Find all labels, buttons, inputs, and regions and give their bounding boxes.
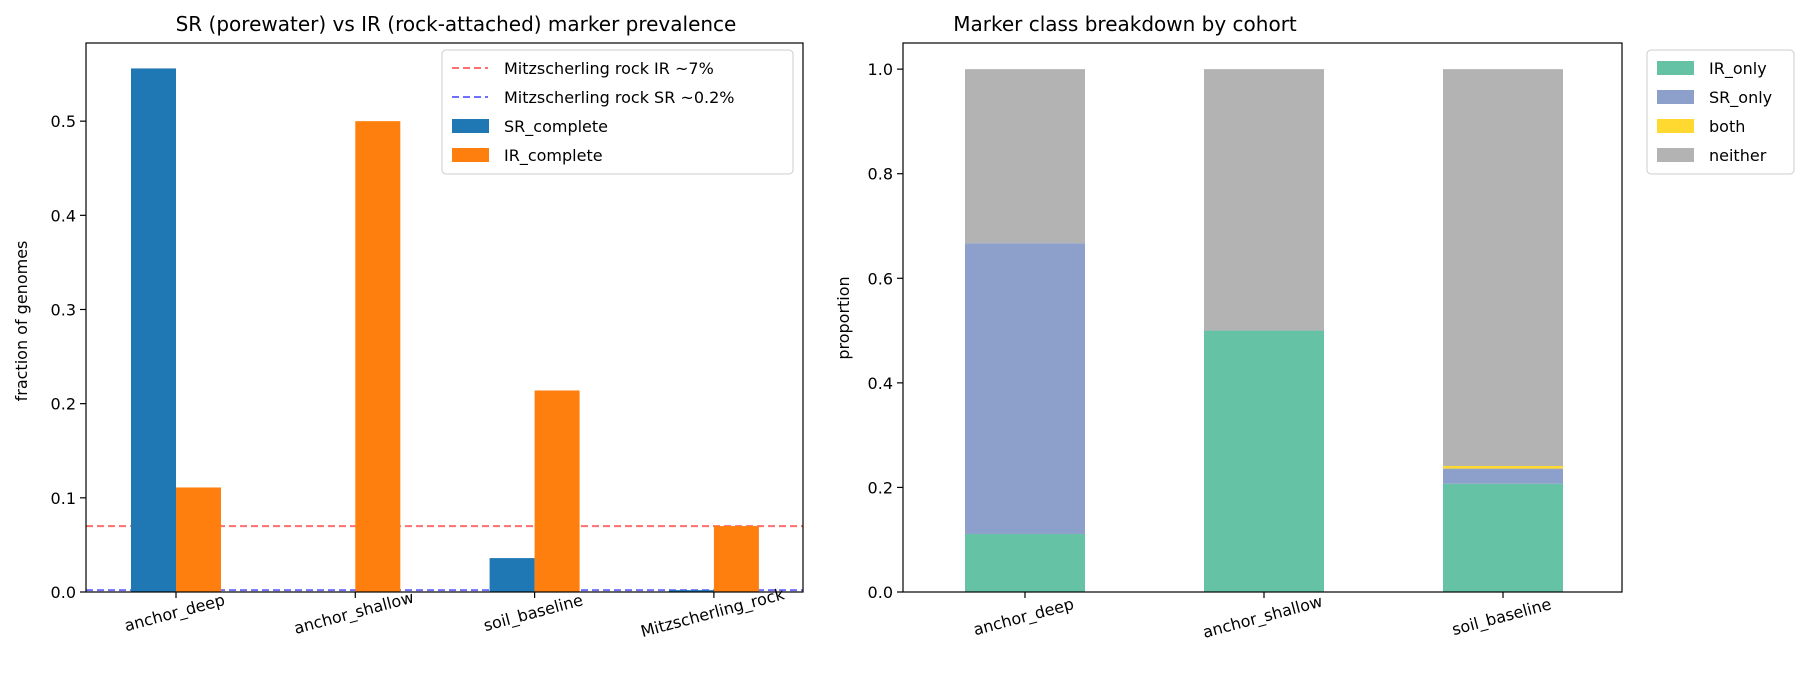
chart2-legend-swatch-both (1657, 119, 1694, 133)
chart1-bar-IR_complete-Mitzscherling_rock (713, 526, 759, 592)
chart1-x-tick-label: anchor_deep (122, 590, 227, 636)
chart1-y-tick-label: 0.4 (51, 206, 76, 225)
chart2-y-tick-label: 0.4 (868, 374, 893, 393)
chart1-bar-IR_complete-soil_baseline (534, 390, 580, 592)
chart1-x-tick-label: anchor_shallow (292, 588, 416, 639)
chart1-y-tick-label: 0.0 (51, 583, 76, 602)
chart2-legend-label-IR_only: IR_only (1709, 59, 1767, 79)
chart1-bar-SR_complete-soil_baseline (489, 558, 535, 592)
chart2-y-tick-label: 0.0 (868, 583, 893, 602)
chart2-x-tick-label: anchor_shallow (1201, 592, 1325, 643)
chart2-plot-frame (902, 42, 1623, 593)
chart1-bars (131, 68, 759, 593)
chart1-bar-IR_complete-anchor_deep (176, 487, 221, 592)
chart1-bar-IR_complete-anchor_shallow (355, 121, 401, 593)
chart2-x-tick-label: anchor_deep (971, 594, 1076, 640)
chart1-x-tick-label: soil_baseline (481, 590, 585, 636)
chart1-legend-box (441, 49, 794, 175)
chart2-bar-both-soil_baseline (1443, 465, 1563, 469)
chart1-legend-label-IR_complete: IR_complete (504, 146, 603, 166)
chart1-legend-swatch-SR_complete (452, 119, 489, 133)
chart2-legend-label-neither: neither (1709, 146, 1767, 165)
chart2-y-tick-label: 0.6 (868, 269, 893, 288)
chart1-y-tick-label: 0.1 (51, 489, 76, 508)
chart2-legend-label-both: both (1709, 117, 1745, 136)
prevalence-chart: SR (porewater) vs IR (rock-attached) mar… (12, 12, 804, 642)
chart1-y-tick-label: 0.2 (51, 395, 76, 414)
chart1-bar-SR_complete-Mitzscherling_rock (668, 590, 714, 592)
chart2-title: Marker class breakdown by cohort (953, 12, 1297, 36)
breakdown-chart: Marker class breakdown by cohort proport… (834, 12, 1795, 643)
chart2-y-tick-label: 0.2 (868, 478, 893, 497)
chart1-x-tick-label: Mitzscherling_rock (639, 584, 788, 642)
chart2-bar-IR_only-anchor_shallow (1204, 330, 1324, 592)
chart2-bar-neither-anchor_deep (965, 69, 1085, 244)
chart2-bar-SR_only-soil_baseline (1443, 468, 1563, 484)
chart1-y-tick-label: 0.3 (51, 300, 76, 319)
chart2-legend-box (1646, 49, 1795, 175)
chart1-title: SR (porewater) vs IR (rock-attached) mar… (176, 12, 737, 36)
chart2-legend-swatch-neither (1657, 148, 1694, 162)
chart1-legend-label-ref-1: Mitzscherling rock SR ~0.2% (504, 88, 734, 107)
chart2-bar-IR_only-soil_baseline (1443, 483, 1563, 592)
chart2-x-tick-label: soil_baseline (1450, 594, 1554, 640)
chart1-legend: Mitzscherling rock IR ~7% Mitzscherling r… (441, 49, 794, 175)
chart2-bars (965, 69, 1563, 592)
chart1-bar-SR_complete-anchor_deep (131, 68, 176, 592)
chart2-y-tick-label: 1.0 (868, 60, 893, 79)
chart2-legend-swatch-IR_only (1657, 61, 1694, 75)
chart1-legend-label-ref-0: Mitzscherling rock IR ~7% (504, 59, 714, 78)
chart1-y-tick-label: 0.5 (51, 112, 76, 131)
chart2-bar-neither-anchor_shallow (1204, 69, 1324, 331)
chart1-y-axis-label: fraction of genomes (12, 241, 31, 402)
chart2-legend-label-SR_only: SR_only (1709, 88, 1772, 108)
chart2-bar-SR_only-anchor_deep (965, 243, 1085, 534)
chart2-bar-neither-soil_baseline (1443, 69, 1563, 466)
chart1-legend-swatch-IR_complete (452, 148, 489, 162)
chart2-y-tick-label: 0.8 (868, 165, 893, 184)
chart2-bar-IR_only-anchor_deep (965, 533, 1085, 592)
chart2-legend-swatch-SR_only (1657, 90, 1694, 104)
chart1-legend-label-SR_complete: SR_complete (504, 117, 608, 137)
chart2-y-axis-label: proportion (834, 276, 853, 359)
chart1-plot-frame (85, 42, 804, 593)
